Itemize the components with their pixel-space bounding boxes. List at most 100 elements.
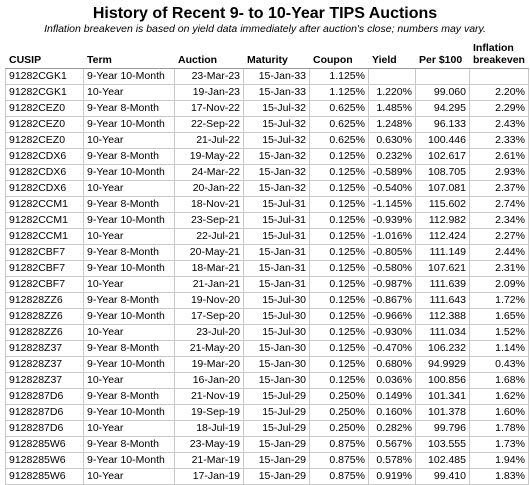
column-header-price: Per $100 xyxy=(415,39,470,69)
table-row: 9128285W6 9-Year 8-Month 23-May-19 15-Jan-2… xyxy=(5,436,529,453)
price-cell: 102.617 xyxy=(415,148,470,165)
coupon-cell: 0.250% xyxy=(309,388,369,405)
cusip-cell: 9128285W6 xyxy=(5,436,84,453)
cusip-cell: 912828Z37 xyxy=(5,340,84,357)
coupon-cell: 0.125% xyxy=(309,212,369,229)
maturity-date-cell: 15-Jul-29 xyxy=(243,404,310,421)
yield-cell: -0.867% xyxy=(368,292,416,309)
page-subtitle: Inflation breakeven is based on yield da… xyxy=(44,23,486,35)
price-cell: 111.149 xyxy=(415,244,470,261)
price-cell: 115.602 xyxy=(415,196,470,213)
auction-date-cell: 23-Jul-20 xyxy=(174,324,244,341)
breakeven-cell: 2.61% xyxy=(469,148,529,165)
maturity-date-cell: 15-Jul-32 xyxy=(243,100,310,117)
maturity-date-cell: 15-Jul-29 xyxy=(243,420,310,437)
table-row: 91282CGK1 9-Year 10-Month 23-Mar-23 15-Jan-… xyxy=(5,68,529,85)
yield-cell: 0.630% xyxy=(368,132,416,149)
column-header-auction: Auction xyxy=(174,39,244,69)
cusip-cell: 91282CCM1 xyxy=(5,212,84,229)
cusip-cell: 91282CBF7 xyxy=(5,260,84,277)
price-cell: 102.485 xyxy=(415,452,470,469)
term-cell: 10-Year xyxy=(83,468,175,485)
auction-date-cell: 23-Sep-21 xyxy=(174,212,244,229)
maturity-date-cell: 15-Jan-30 xyxy=(243,340,310,357)
price-cell: 100.446 xyxy=(415,132,470,149)
table-row: 912828ZZ6 9-Year 8-Month 19-Nov-20 15-Jul-3… xyxy=(5,292,529,309)
auction-date-cell: 19-Sep-19 xyxy=(174,404,244,421)
term-cell: 9-Year 10-Month xyxy=(83,212,175,229)
auction-date-cell: 21-May-20 xyxy=(174,340,244,357)
maturity-date-cell: 15-Jul-31 xyxy=(243,196,310,213)
coupon-cell: 0.125% xyxy=(309,324,369,341)
maturity-date-cell: 15-Jan-29 xyxy=(243,468,310,485)
cusip-cell: 91282CCM1 xyxy=(5,228,84,245)
yield-cell: -0.589% xyxy=(368,164,416,181)
maturity-date-cell: 15-Jan-33 xyxy=(243,68,310,85)
maturity-date-cell: 15-Jan-31 xyxy=(243,244,310,261)
yield-cell: 0.149% xyxy=(368,388,416,405)
term-cell: 9-Year 10-Month xyxy=(83,452,175,469)
coupon-cell: 0.625% xyxy=(309,132,369,149)
cusip-cell: 912828ZZ6 xyxy=(5,308,84,325)
maturity-date-cell: 15-Jul-30 xyxy=(243,292,310,309)
auction-date-cell: 22-Sep-22 xyxy=(174,116,244,133)
coupon-cell: 0.125% xyxy=(309,196,369,213)
table-row: 91282CEZ0 10-Year 21-Jul-22 15-Jul-32 0.625%… xyxy=(5,132,529,149)
table-row: 912828ZZ6 9-Year 10-Month 17-Sep-20 15-Jul-… xyxy=(5,308,529,325)
price-cell: 94.295 xyxy=(415,100,470,117)
yield-cell: 0.567% xyxy=(368,436,416,453)
coupon-cell: 0.625% xyxy=(309,100,369,117)
price-cell: 112.424 xyxy=(415,228,470,245)
table-row: 91282CDX6 9-Year 10-Month 24-Mar-22 15-Jan-… xyxy=(5,164,529,181)
table-row: 91282CCM1 10-Year 22-Jul-21 15-Jul-31 0.125%… xyxy=(5,228,529,245)
cusip-cell: 912828ZZ6 xyxy=(5,292,84,309)
auction-date-cell: 21-Mar-19 xyxy=(174,452,244,469)
breakeven-cell: 1.83% xyxy=(469,468,529,485)
coupon-cell: 0.875% xyxy=(309,452,369,469)
cusip-cell: 9128287D6 xyxy=(5,388,84,405)
price-cell: 101.341 xyxy=(415,388,470,405)
table-row: 9128287D6 9-Year 10-Month 19-Sep-19 15-Jul-… xyxy=(5,404,529,421)
cusip-cell: 912828Z37 xyxy=(5,372,84,389)
table-row: 91282CBF7 10-Year 21-Jan-21 15-Jan-31 0.125%… xyxy=(5,276,529,293)
breakeven-cell: 1.78% xyxy=(469,420,529,437)
coupon-cell: 0.875% xyxy=(309,468,369,485)
maturity-date-cell: 15-Jan-30 xyxy=(243,356,310,373)
term-cell: 10-Year xyxy=(83,180,175,197)
breakeven-cell: 2.09% xyxy=(469,276,529,293)
cusip-cell: 91282CEZ0 xyxy=(5,132,84,149)
auction-date-cell: 19-Mar-20 xyxy=(174,356,244,373)
coupon-cell: 1.125% xyxy=(309,84,369,101)
cusip-cell: 91282CBF7 xyxy=(5,276,84,293)
maturity-date-cell: 15-Jan-32 xyxy=(243,164,310,181)
maturity-date-cell: 15-Jan-32 xyxy=(243,148,310,165)
coupon-cell: 0.125% xyxy=(309,228,369,245)
maturity-date-cell: 15-Jul-30 xyxy=(243,324,310,341)
coupon-cell: 0.125% xyxy=(309,356,369,373)
table-row: 91282CDX6 10-Year 20-Jan-22 15-Jan-32 0.125%… xyxy=(5,180,529,197)
breakeven-cell: 2.37% xyxy=(469,180,529,197)
term-cell: 10-Year xyxy=(83,228,175,245)
cusip-cell: 91282CEZ0 xyxy=(5,100,84,117)
term-cell: 9-Year 10-Month xyxy=(83,308,175,325)
auction-date-cell: 19-May-22 xyxy=(174,148,244,165)
term-cell: 9-Year 8-Month xyxy=(83,388,175,405)
breakeven-cell: 2.34% xyxy=(469,212,529,229)
cusip-cell: 9128287D6 xyxy=(5,420,84,437)
auction-date-cell: 24-Mar-22 xyxy=(174,164,244,181)
table-row: 9128287D6 10-Year 18-Jul-19 15-Jul-29 0.250%… xyxy=(5,420,529,437)
auction-date-cell: 23-May-19 xyxy=(174,436,244,453)
maturity-date-cell: 15-Jul-30 xyxy=(243,308,310,325)
yield-cell: -0.805% xyxy=(368,244,416,261)
auction-date-cell: 17-Nov-22 xyxy=(174,100,244,117)
yield-cell: 0.036% xyxy=(368,372,416,389)
term-cell: 9-Year 8-Month xyxy=(83,196,175,213)
price-cell: 108.705 xyxy=(415,164,470,181)
auction-date-cell: 20-May-21 xyxy=(174,244,244,261)
table-row: 9128287D6 9-Year 8-Month 21-Nov-19 15-Jul-2… xyxy=(5,388,529,405)
yield-cell: 0.232% xyxy=(368,148,416,165)
auction-date-cell: 17-Sep-20 xyxy=(174,308,244,325)
breakeven-cell: 1.62% xyxy=(469,388,529,405)
yield-cell: -0.470% xyxy=(368,340,416,357)
yield-cell: 1.248% xyxy=(368,116,416,133)
